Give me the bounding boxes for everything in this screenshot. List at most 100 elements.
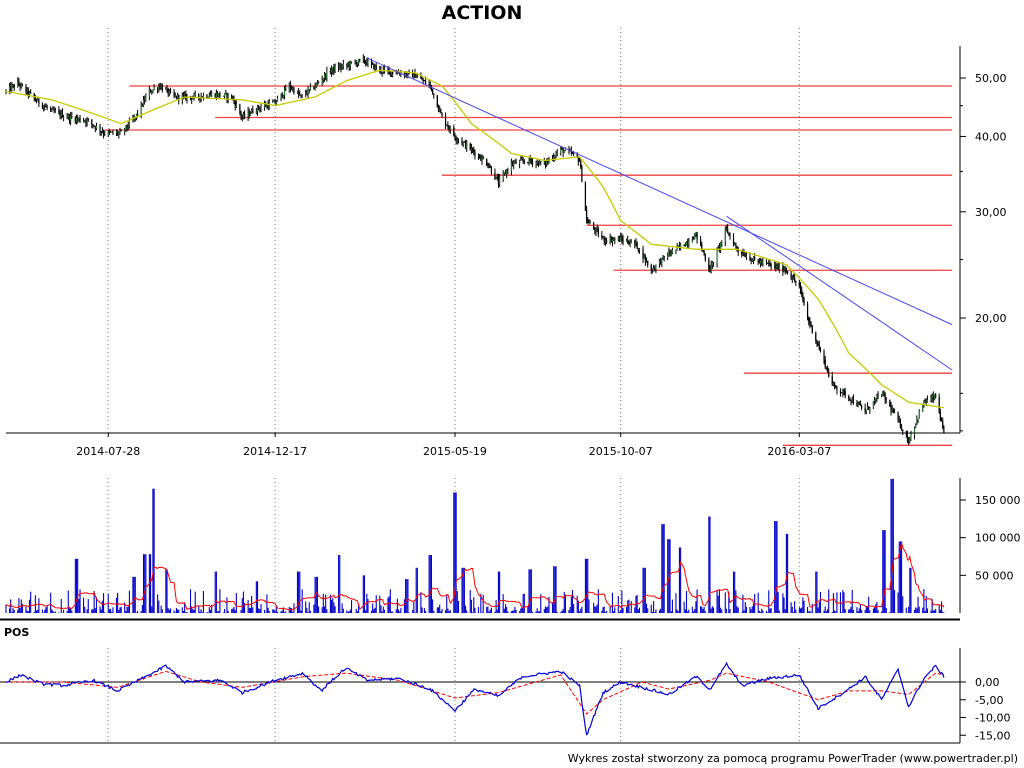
- candle-body: [406, 73, 408, 76]
- candle-body: [832, 383, 835, 385]
- indicator-y-tick-label: 0,00: [975, 676, 1000, 689]
- candle-body: [627, 240, 629, 243]
- price-y-tick-label: 40,00: [975, 130, 1007, 143]
- candle-body: [13, 84, 15, 88]
- candle-body: [712, 262, 715, 264]
- candle-body: [926, 399, 929, 402]
- indicator-label: POS: [4, 626, 29, 639]
- candle-body: [5, 90, 7, 92]
- candle-body: [811, 325, 813, 333]
- candle-body: [563, 150, 565, 153]
- candle-body: [571, 153, 574, 154]
- candle-body: [909, 439, 911, 442]
- candle-body: [128, 121, 131, 127]
- candle-body: [918, 411, 920, 419]
- candle-body: [234, 101, 236, 107]
- candle-body: [734, 244, 736, 246]
- chart-title: ACTION: [442, 2, 523, 24]
- candle-body: [173, 91, 175, 96]
- candle-body: [20, 84, 22, 87]
- candle-body: [872, 401, 874, 409]
- candle-body: [260, 107, 262, 110]
- candle-body: [248, 111, 250, 116]
- candle-body: [864, 407, 866, 413]
- candle-body: [189, 96, 192, 98]
- candle-body: [570, 150, 572, 154]
- candle-body: [75, 117, 78, 122]
- candle-body: [104, 133, 106, 135]
- candle-body: [144, 99, 146, 101]
- price-x-tick-label: 2014-07-28: [76, 445, 140, 458]
- candle-body: [842, 390, 844, 393]
- candle-body: [329, 70, 331, 73]
- candle-body: [441, 113, 443, 117]
- candle-body: [578, 161, 581, 162]
- candle-body: [242, 114, 245, 118]
- candle-body: [535, 162, 537, 164]
- candle-body: [757, 259, 759, 262]
- candle-body: [161, 86, 163, 90]
- candle-body: [877, 395, 879, 397]
- candle-body: [609, 237, 611, 243]
- volume-average-line: [5, 542, 945, 611]
- candle-body: [661, 257, 663, 264]
- volume-y-tick-label: 100 000: [975, 532, 1021, 545]
- candle-body: [182, 95, 185, 97]
- candle-body: [289, 84, 292, 89]
- candle-body: [497, 178, 500, 185]
- candle-body: [815, 332, 817, 341]
- candle-body: [18, 81, 20, 85]
- candle-body: [881, 395, 883, 397]
- candle-body: [643, 256, 645, 259]
- candle-body: [168, 90, 170, 94]
- candle-body: [153, 88, 155, 90]
- candle-body: [367, 60, 369, 65]
- candle-body: [423, 80, 426, 82]
- candle-body: [17, 81, 19, 88]
- candle-body: [370, 60, 373, 64]
- candle-body: [546, 160, 548, 165]
- candle-body: [333, 67, 335, 72]
- candle-body: [110, 131, 112, 133]
- candle-body: [614, 238, 616, 240]
- candle-body: [942, 420, 944, 428]
- candle-body: [669, 251, 671, 254]
- candle-body: [325, 74, 327, 78]
- candle-body: [330, 70, 333, 73]
- candle-body: [795, 280, 797, 283]
- candle-body: [420, 76, 422, 79]
- indicator-pos-line: [5, 661, 945, 736]
- candle-body: [857, 402, 859, 407]
- candle-body: [638, 248, 641, 251]
- candle-body: [824, 359, 826, 368]
- candle-body: [175, 95, 178, 99]
- candle-body: [651, 269, 654, 271]
- candle-body: [28, 92, 31, 95]
- candle-body: [477, 155, 480, 157]
- candle-body: [115, 132, 118, 134]
- candle-body: [892, 409, 894, 414]
- candle-body: [247, 111, 249, 117]
- candle-body: [313, 86, 315, 89]
- candle-body: [939, 412, 941, 421]
- candle-body: [479, 155, 481, 159]
- candle-body: [562, 148, 564, 153]
- candle-body: [71, 115, 73, 118]
- candle-body: [70, 115, 72, 121]
- candle-body: [586, 210, 588, 221]
- indicator-y-tick-label: -15,00: [975, 729, 1010, 742]
- candle-body: [78, 118, 80, 119]
- candle-body: [515, 161, 517, 164]
- candle-body: [732, 236, 735, 245]
- candle-body: [141, 103, 143, 106]
- candle-body: [127, 126, 129, 128]
- candle-body: [784, 270, 786, 272]
- candle-body: [455, 138, 457, 141]
- price-x-tick-label: 2016-03-07: [767, 445, 831, 458]
- candle-body: [301, 94, 303, 96]
- candle-body: [866, 406, 869, 410]
- candle-body: [37, 98, 39, 102]
- candle-body: [777, 265, 779, 270]
- candle-body: [357, 59, 360, 63]
- candle-body: [74, 117, 76, 122]
